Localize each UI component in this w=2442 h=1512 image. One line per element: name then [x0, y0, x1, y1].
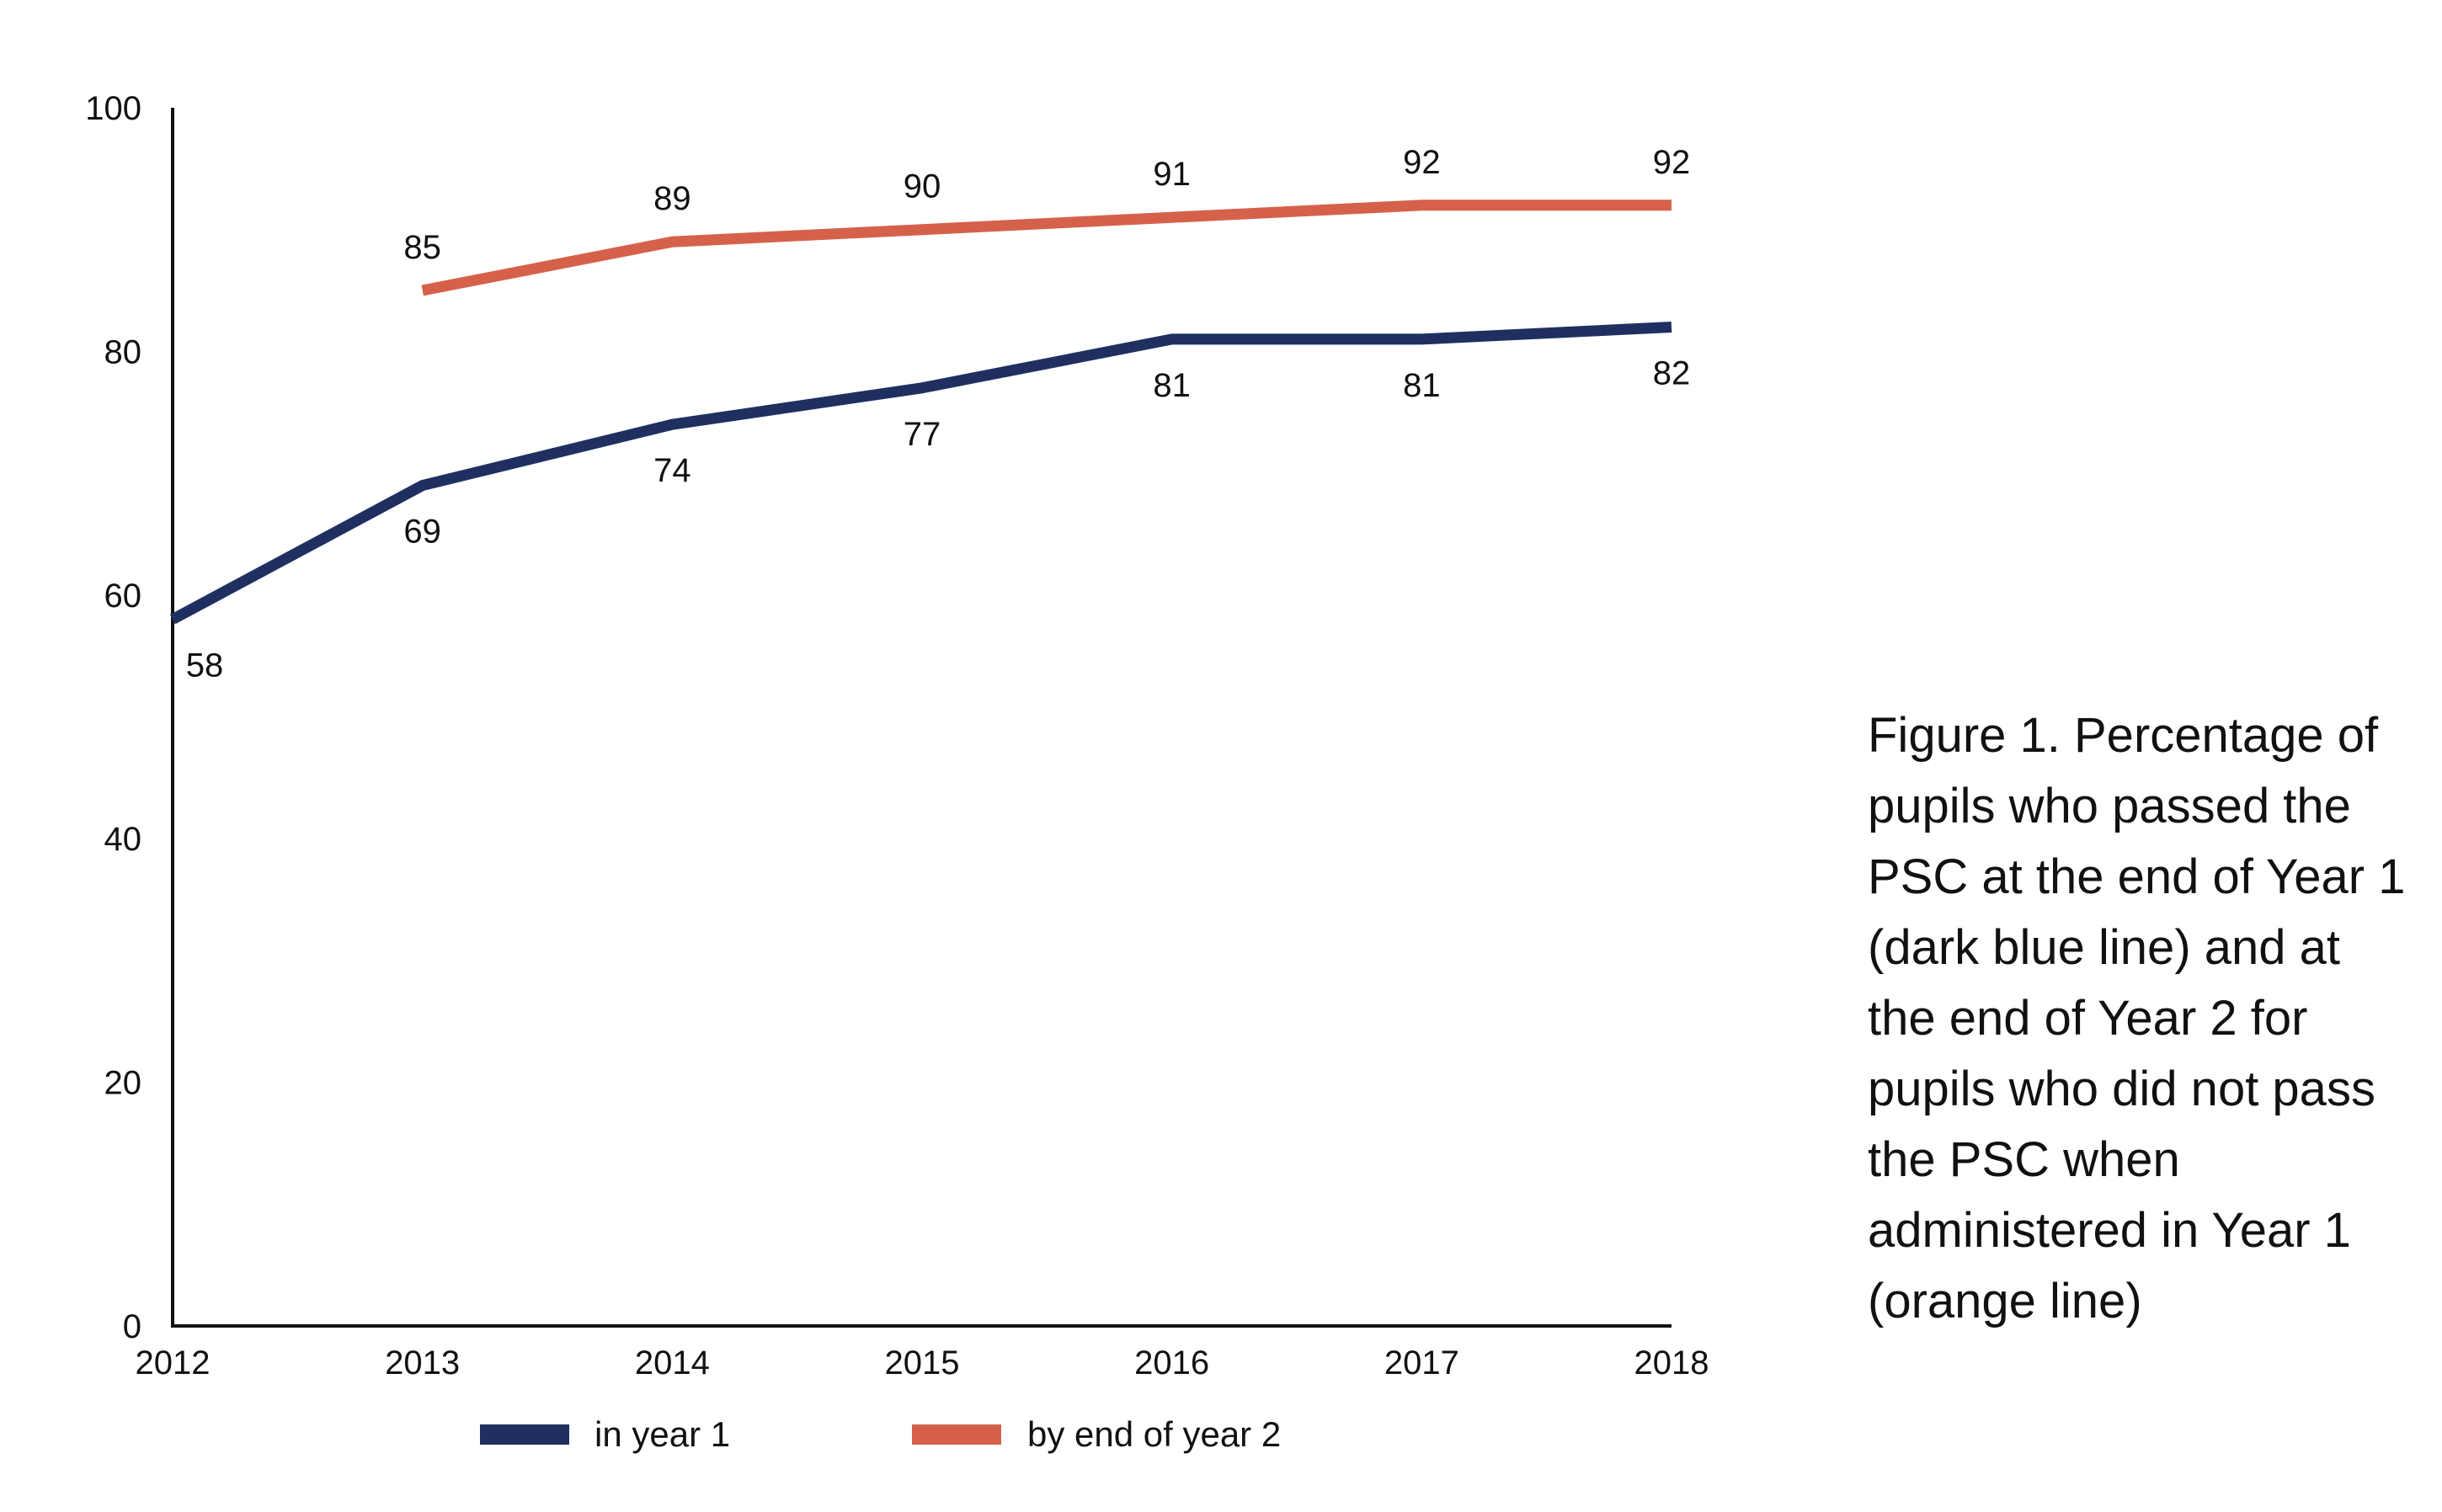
chart-series — [169, 200, 1672, 625]
legend-label-by-end-of-year-2: by end of year 2 — [1027, 1414, 1281, 1454]
data-label-in-year-1-2018: 82 — [1653, 354, 1691, 391]
legend-swatch-by-end-of-year-2 — [912, 1424, 1001, 1445]
x-tick-label-2017: 2017 — [1384, 1344, 1459, 1382]
data-label-in-year-1-2016: 81 — [1153, 367, 1191, 404]
x-axis-ticks: 2012 2013 2014 2015 2016 2017 2018 — [136, 1344, 1709, 1382]
data-label-in-year-1-2017: 81 — [1403, 367, 1441, 404]
y-tick-label-60: 60 — [104, 578, 142, 615]
data-label-in-year-1-2013: 69 — [403, 514, 441, 551]
data-label-by-end-of-year-2-2016: 91 — [1153, 156, 1191, 193]
data-label-by-end-of-year-2-2018: 92 — [1653, 144, 1691, 181]
series-line-by-end-of-year-2 — [421, 200, 1672, 296]
y-tick-label-0: 0 — [123, 1308, 141, 1345]
data-label-in-year-1-2015: 77 — [904, 416, 941, 453]
y-tick-label-20: 20 — [104, 1065, 142, 1102]
x-tick-label-2012: 2012 — [136, 1344, 211, 1382]
chart-legend: in year 1 by end of year 2 — [480, 1414, 1281, 1454]
y-tick-label-80: 80 — [104, 333, 142, 370]
x-tick-label-2016: 2016 — [1134, 1344, 1209, 1382]
x-tick-label-2018: 2018 — [1634, 1344, 1709, 1382]
y-tick-label-100: 100 — [85, 90, 141, 127]
data-label-by-end-of-year-2-2013: 85 — [403, 229, 441, 266]
data-labels: 58 69 74 77 81 81 82 85 89 90 91 92 92 — [186, 144, 1691, 684]
legend-label-in-year-1: in year 1 — [595, 1414, 730, 1454]
legend-swatch-in-year-1 — [480, 1424, 569, 1445]
x-tick-label-2013: 2013 — [385, 1344, 460, 1382]
data-label-by-end-of-year-2-2014: 89 — [653, 180, 691, 217]
x-tick-label-2015: 2015 — [885, 1344, 960, 1382]
figure-caption: Figure 1. Percentage of pupils who passe… — [1868, 708, 2406, 1328]
data-label-by-end-of-year-2-2015: 90 — [904, 168, 941, 205]
chart-axes — [171, 108, 1672, 1328]
x-tick-label-2014: 2014 — [635, 1344, 710, 1382]
data-label-in-year-1-2012: 58 — [186, 647, 224, 684]
series-line-in-year-1 — [169, 322, 1672, 625]
y-tick-label-40: 40 — [104, 821, 142, 858]
data-label-in-year-1-2014: 74 — [653, 452, 691, 489]
y-axis-ticks: 0 20 40 60 80 100 — [85, 90, 141, 1345]
data-label-by-end-of-year-2-2017: 92 — [1403, 144, 1441, 181]
